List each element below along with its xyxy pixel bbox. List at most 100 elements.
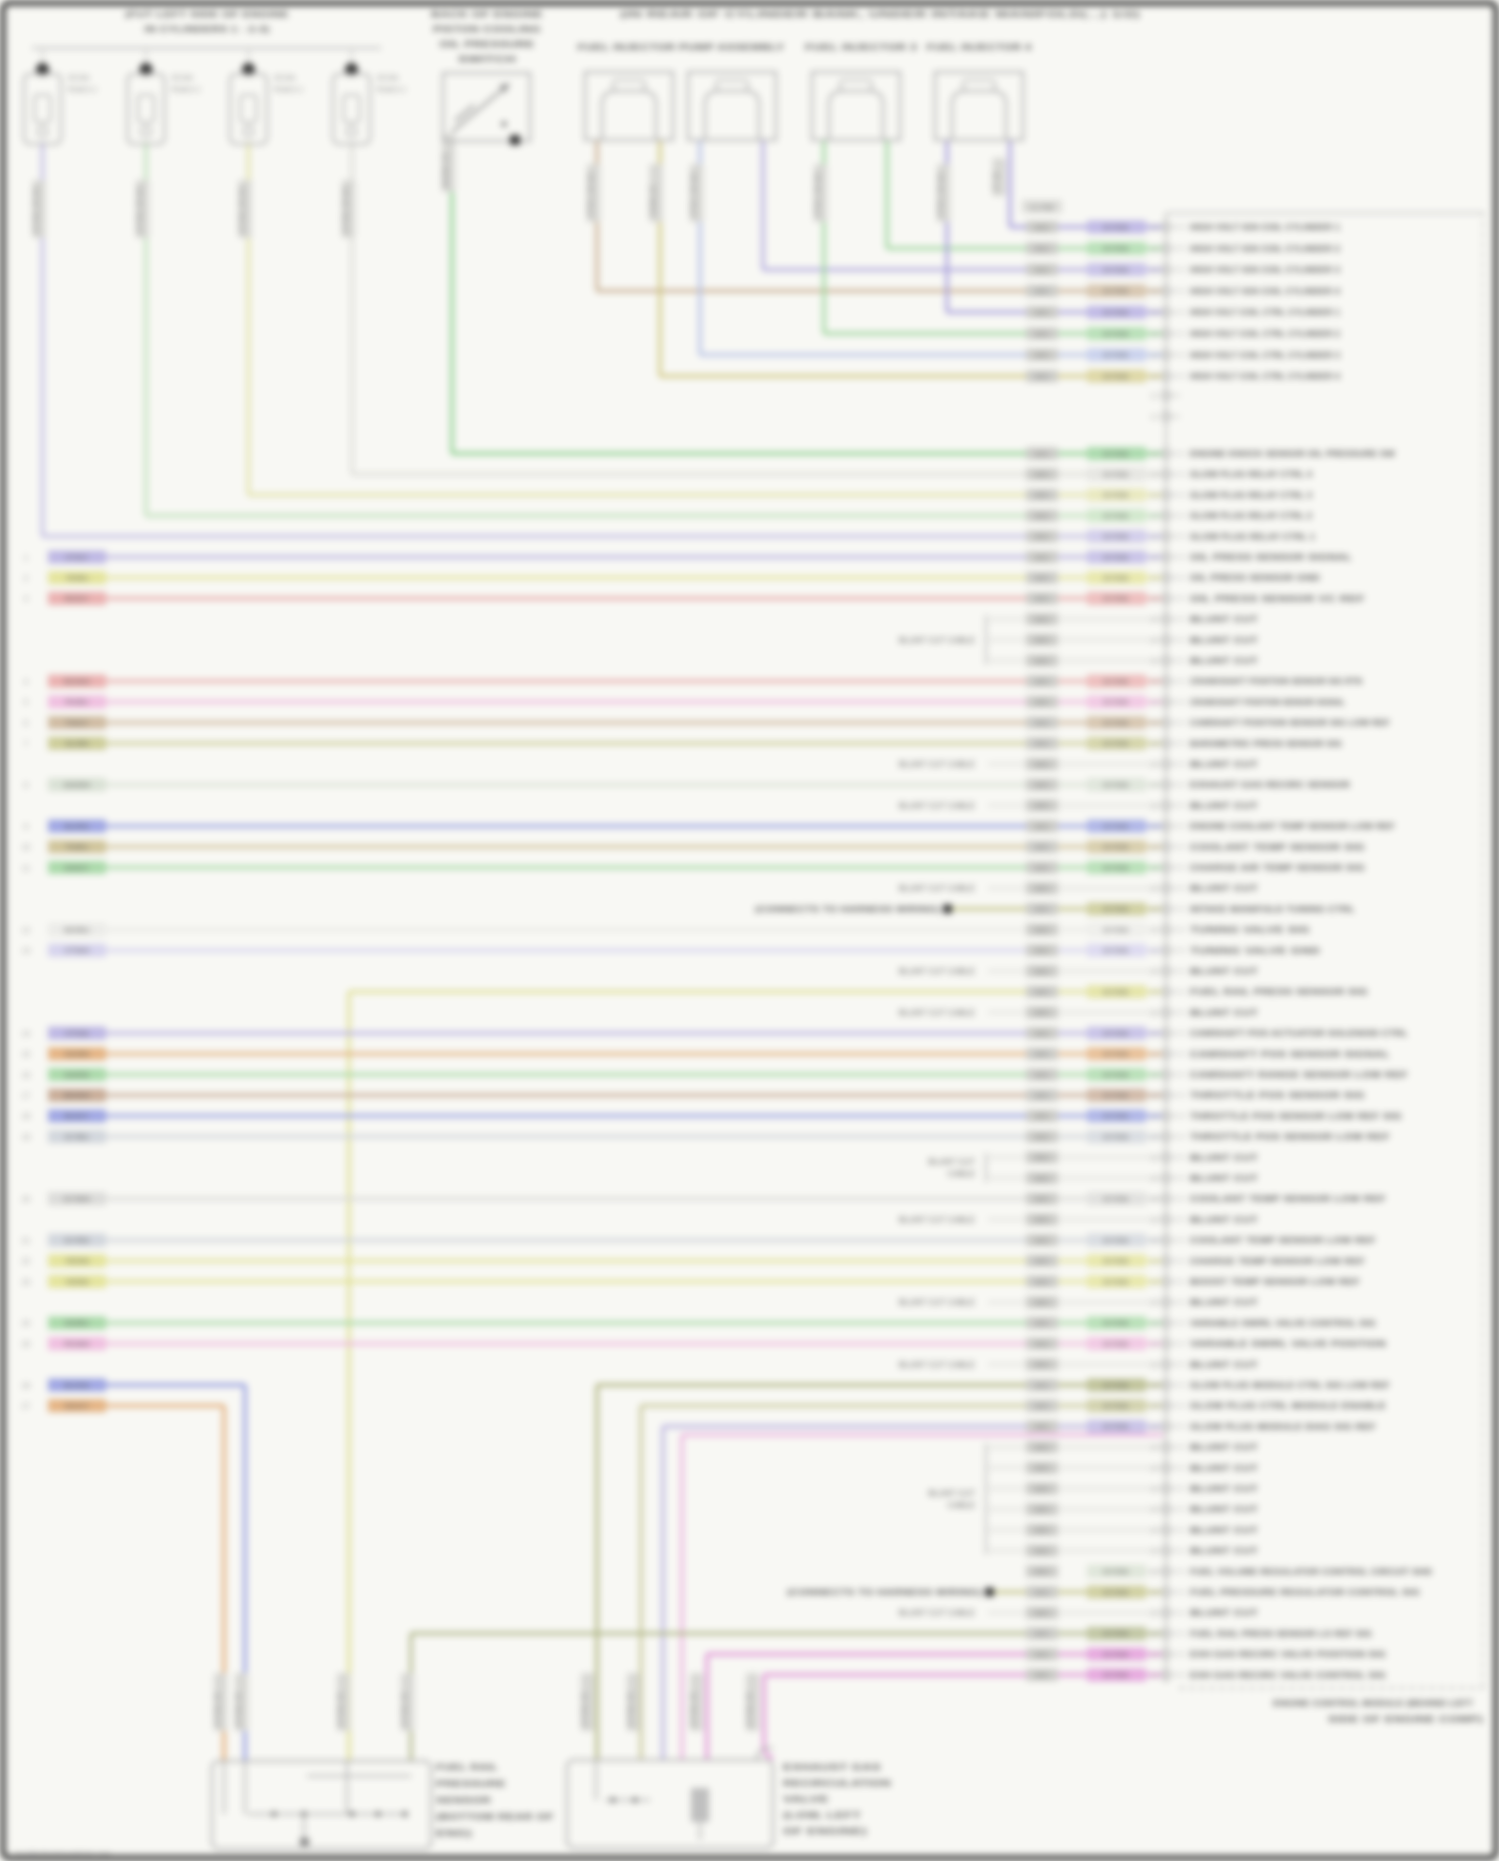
- svg-text:GY/OG 20-GA: GY/OG 20-GA: [239, 187, 246, 234]
- svg-text:12: 12: [1150, 1258, 1158, 1265]
- svg-text:GLOW PLUG RELAY CTRL 4: GLOW PLUG RELAY CTRL 4: [1190, 470, 1312, 479]
- svg-text:12: 12: [1150, 948, 1158, 955]
- svg-text:12: 12: [1150, 1031, 1158, 1038]
- svg-text:CABLE: CABLE: [948, 1501, 975, 1510]
- svg-text:A21: A21: [1035, 1567, 1049, 1576]
- svg-text:GY/OG: GY/OG: [1103, 223, 1129, 232]
- svg-text:GY/OG: GY/OG: [1103, 1422, 1129, 1431]
- svg-text:GY/OG: GY/OG: [1103, 265, 1129, 274]
- svg-text:12: 12: [1150, 1403, 1158, 1410]
- svg-text:GY/OG: GY/OG: [1103, 1650, 1129, 1659]
- svg-text:A21: A21: [1035, 1070, 1049, 1079]
- svg-text:BLUNT CUT: BLUNT CUT: [1190, 1464, 1258, 1473]
- svg-text:12: 12: [1150, 1507, 1158, 1514]
- svg-text:12: 12: [1150, 1072, 1158, 1079]
- svg-text:12: 12: [1150, 1445, 1158, 1452]
- svg-text:IN CYLINDERS 1 - 2-3): IN CYLINDERS 1 - 2-3): [145, 24, 270, 34]
- svg-text:12: 12: [22, 927, 30, 934]
- svg-text:A21: A21: [1035, 967, 1049, 976]
- svg-text:ENGINE CONTROL MODULE (BEHIND: ENGINE CONTROL MODULE (BEHIND LEFT: [1273, 1699, 1473, 1708]
- svg-text:12: 12: [1150, 555, 1158, 562]
- svg-text:A21: A21: [1035, 511, 1049, 520]
- svg-text:GY/OG 20: GY/OG 20: [628, 1693, 635, 1727]
- svg-text:ENGINE COOLANT TEMP SENSOR LOW: ENGINE COOLANT TEMP SENSOR LOW REF: [1190, 822, 1395, 831]
- svg-text:BN/WH 20: BN/WH 20: [443, 153, 450, 188]
- svg-text:ENGINE KNOCK SENSOR OIL PRESSU: ENGINE KNOCK SENSOR OIL PRESSURE SW: [1190, 450, 1395, 459]
- svg-text:VT/GY: VT/GY: [65, 553, 89, 562]
- svg-text:A21: A21: [1035, 1319, 1049, 1328]
- svg-text:15: 15: [22, 1052, 30, 1059]
- svg-text:VARIABLE SWIRL VALVE POSITION: VARIABLE SWIRL VALVE POSITION: [1190, 1340, 1386, 1349]
- svg-text:GY/OG: GY/OG: [1103, 946, 1129, 955]
- svg-text:19: 19: [22, 1134, 30, 1141]
- svg-text:12: 12: [1150, 1569, 1158, 1576]
- svg-text:12: 12: [1150, 699, 1158, 706]
- svg-text:GY/OG: GY/OG: [1103, 372, 1129, 381]
- svg-text:GY/OG: GY/OG: [1103, 449, 1129, 458]
- svg-text:(CONNECTS TO HARNESS WIRING): (CONNECTS TO HARNESS WIRING): [787, 1588, 982, 1597]
- svg-text:23: 23: [22, 1279, 30, 1286]
- svg-text:BLUNT CUT: BLUNT CUT: [1190, 1443, 1258, 1452]
- svg-text:12: 12: [1150, 762, 1158, 769]
- svg-text:GY/OG 20: GY/OG 20: [236, 1693, 243, 1727]
- svg-text:GY/OG: GY/OG: [1103, 718, 1129, 727]
- svg-text:5: 5: [24, 700, 28, 707]
- svg-text:WH/BU: WH/BU: [64, 925, 90, 934]
- svg-text:12: 12: [1150, 1113, 1158, 1120]
- svg-text:12: 12: [1150, 989, 1158, 996]
- svg-text:PCM-5 J: PCM-5 J: [377, 87, 406, 94]
- svg-text:2: 2: [24, 576, 28, 583]
- svg-text:(IN REAR OF CYLINDER BANK, UND: (IN REAR OF CYLINDER BANK, UNDER INTAKE …: [620, 9, 1140, 19]
- svg-text:A21: A21: [1035, 1360, 1049, 1369]
- svg-text:12: 12: [1150, 331, 1158, 338]
- svg-text:A21: A21: [1035, 329, 1049, 338]
- svg-text:GY/OG 20-GA: GY/OG 20-GA: [343, 187, 350, 234]
- svg-text:HIGH VOLT COIL CTRL CYLINDER 1: HIGH VOLT COIL CTRL CYLINDER 1: [1190, 308, 1340, 317]
- svg-text:BLUNT CUT CABLE: BLUNT CUT CABLE: [899, 1609, 975, 1618]
- svg-text:A21: A21: [1035, 1277, 1049, 1286]
- svg-text:20: 20: [22, 1197, 30, 1204]
- svg-text:FUEL RAIL PRESS SENSOR SIG: FUEL RAIL PRESS SENSOR SIG: [1190, 988, 1368, 997]
- svg-text:8: 8: [24, 783, 28, 790]
- svg-text:GY/OG: GY/OG: [1103, 329, 1129, 338]
- svg-text:12: 12: [1150, 352, 1158, 359]
- svg-text:GY/OG: GY/OG: [1103, 739, 1129, 748]
- svg-text:GLOW PLUG MODULE CTRL SIG LOW: GLOW PLUG MODULE CTRL SIG LOW REF: [1190, 1381, 1390, 1390]
- svg-text:troubleshootmyvehicle.com: troubleshootmyvehicle.com: [15, 1849, 111, 1858]
- svg-text:12: 12: [1150, 844, 1158, 851]
- svg-text:GLOW PLUG RELAY CTRL 3: GLOW PLUG RELAY CTRL 3: [1190, 491, 1312, 500]
- svg-text:12: 12: [1150, 1527, 1158, 1534]
- svg-text:GY/OG: GY/OG: [1103, 1402, 1129, 1411]
- svg-text:GY/OG 20: GY/OG 20: [215, 1693, 222, 1727]
- svg-text:12: 12: [1150, 1652, 1158, 1659]
- svg-text:A21: A21: [1035, 1443, 1049, 1452]
- svg-text:12: 12: [1150, 679, 1158, 686]
- svg-text:BN/WH: BN/WH: [64, 1091, 90, 1100]
- svg-text:BLUNT CUT: BLUNT CUT: [1190, 1298, 1258, 1307]
- svg-text:THROTTLE POS SENSOR SIG: THROTTLE POS SENSOR SIG: [1190, 1091, 1365, 1100]
- svg-text:YE/BU: YE/BU: [65, 574, 89, 583]
- svg-text:VT/GY 20-GA: VT/GY 20-GA: [938, 173, 945, 218]
- svg-text:VT/GY 20-GA: VT/GY 20-GA: [815, 173, 822, 218]
- svg-text:C175E: C175E: [1030, 203, 1054, 212]
- svg-text:A21: A21: [1035, 1298, 1049, 1307]
- svg-text:A21: A21: [1035, 677, 1049, 686]
- svg-text:OIL PRESSURE: OIL PRESSURE: [440, 39, 535, 49]
- svg-text:HIGH VOLT COIL CTRL CYLINDER 2: HIGH VOLT COIL CTRL CYLINDER 2: [1190, 330, 1340, 339]
- svg-text:TUNING VALVE SIG: TUNING VALVE SIG: [1190, 926, 1310, 935]
- svg-text:GY/OG: GY/OG: [1103, 781, 1129, 790]
- svg-text:A21: A21: [1035, 1505, 1049, 1514]
- svg-text:A21: A21: [1035, 1112, 1049, 1121]
- svg-text:A21: A21: [1035, 698, 1049, 707]
- svg-text:GN/RD: GN/RD: [64, 1070, 90, 1079]
- svg-text:A21: A21: [1035, 574, 1049, 583]
- svg-text:VT/GY 20-GA: VT/GY 20-GA: [588, 173, 595, 218]
- svg-text:PCM-5 J: PCM-5 J: [274, 87, 303, 94]
- svg-text:OG/BN: OG/BN: [64, 1050, 89, 1059]
- svg-text:A21: A21: [1035, 843, 1049, 852]
- svg-text:A21: A21: [1035, 1402, 1049, 1411]
- svg-text:A21: A21: [1035, 884, 1049, 893]
- svg-text:OG/GY: OG/GY: [64, 1402, 90, 1411]
- svg-text:A21: A21: [1035, 801, 1049, 810]
- svg-text:13: 13: [22, 948, 30, 955]
